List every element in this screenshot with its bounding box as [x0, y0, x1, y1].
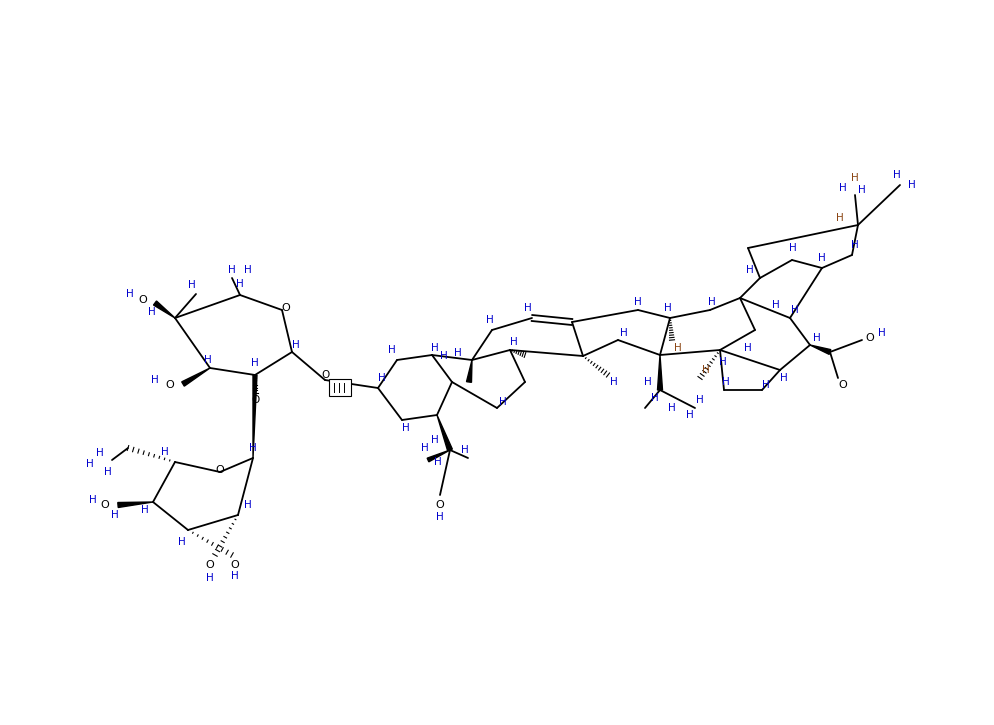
Text: H: H: [719, 357, 727, 367]
Text: O: O: [138, 295, 147, 305]
Text: H: H: [772, 300, 780, 310]
Text: H: H: [188, 280, 196, 290]
Text: H: H: [204, 355, 212, 365]
Text: O: O: [206, 560, 215, 570]
Text: H: H: [403, 423, 410, 433]
Text: H: H: [894, 170, 901, 180]
Text: H: H: [421, 443, 428, 453]
Text: H: H: [440, 351, 448, 361]
Text: O: O: [231, 560, 240, 570]
Text: H: H: [249, 443, 256, 453]
Text: H: H: [674, 343, 682, 353]
Text: O: O: [321, 370, 329, 380]
Text: H: H: [702, 365, 710, 375]
Text: H: H: [858, 185, 866, 195]
Text: H: H: [206, 573, 214, 583]
Text: H: H: [499, 397, 507, 407]
Text: H: H: [651, 393, 659, 403]
Text: H: H: [708, 297, 716, 307]
Text: H: H: [229, 265, 236, 275]
Text: O: O: [839, 380, 847, 390]
Text: H: H: [111, 510, 119, 520]
Text: H: H: [510, 337, 518, 347]
Text: O: O: [435, 500, 444, 510]
Text: H: H: [126, 289, 134, 299]
Text: H: H: [644, 377, 652, 387]
Text: H: H: [813, 333, 821, 343]
Text: O: O: [866, 333, 875, 343]
Text: H: H: [161, 447, 169, 457]
Text: H: H: [839, 183, 847, 193]
Text: H: H: [96, 448, 104, 458]
Text: H: H: [620, 328, 628, 338]
FancyBboxPatch shape: [329, 379, 351, 396]
Polygon shape: [182, 368, 210, 386]
Text: H: H: [461, 445, 469, 455]
Text: H: H: [762, 380, 770, 390]
Polygon shape: [153, 301, 175, 318]
Text: H: H: [789, 243, 797, 253]
Text: O: O: [281, 303, 290, 313]
Polygon shape: [466, 360, 472, 382]
Text: H: H: [851, 173, 859, 183]
Text: H: H: [836, 213, 844, 223]
Text: H: H: [178, 537, 186, 547]
Text: H: H: [878, 328, 886, 338]
Text: H: H: [431, 343, 439, 353]
Text: H: H: [89, 495, 96, 505]
Text: H: H: [151, 375, 159, 385]
Text: H: H: [436, 512, 444, 522]
Text: H: H: [686, 410, 694, 420]
Text: H: H: [388, 345, 396, 355]
Text: H: H: [434, 457, 442, 467]
Text: H: H: [818, 253, 826, 263]
Text: H: H: [104, 467, 112, 477]
Text: H: H: [454, 348, 462, 358]
Text: H: H: [237, 279, 244, 289]
Polygon shape: [437, 415, 452, 451]
Text: H: H: [378, 373, 386, 383]
Text: H: H: [722, 377, 730, 387]
Text: H: H: [431, 435, 439, 445]
Text: H: H: [668, 403, 676, 413]
Text: H: H: [780, 373, 788, 383]
Text: H: H: [851, 240, 859, 250]
Text: H: H: [791, 305, 799, 315]
Text: O: O: [166, 380, 174, 390]
Text: H: H: [86, 459, 93, 469]
Text: O: O: [216, 465, 225, 475]
Text: H: H: [232, 571, 239, 581]
Text: H: H: [524, 303, 532, 313]
Text: O: O: [100, 500, 109, 510]
Polygon shape: [117, 502, 153, 508]
Text: H: H: [746, 265, 753, 275]
Text: H: H: [745, 343, 751, 353]
Text: H: H: [696, 395, 704, 405]
Text: H: H: [909, 180, 915, 190]
Polygon shape: [810, 345, 831, 355]
Text: H: H: [245, 265, 251, 275]
Text: H: H: [251, 358, 258, 368]
Polygon shape: [253, 375, 257, 458]
Text: H: H: [634, 297, 642, 307]
Polygon shape: [657, 355, 662, 390]
Text: H: H: [664, 303, 672, 313]
Text: O: O: [250, 395, 259, 405]
Text: H: H: [141, 505, 149, 515]
Text: H: H: [486, 315, 494, 325]
Polygon shape: [427, 450, 450, 462]
Text: H: H: [245, 500, 251, 510]
Text: H: H: [610, 377, 618, 387]
Text: H: H: [148, 307, 156, 317]
Text: H: H: [292, 340, 300, 350]
